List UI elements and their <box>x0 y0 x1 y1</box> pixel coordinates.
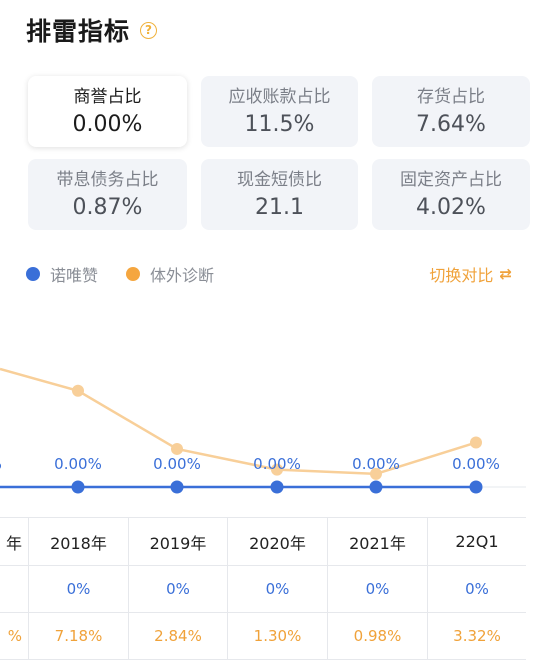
table-header-cell: 年 <box>5 533 22 553</box>
series-point-company <box>170 480 184 494</box>
table-cell-company: 0% <box>427 565 526 612</box>
legend-dot <box>26 267 40 281</box>
table-header-cell: 2021年 <box>327 518 427 565</box>
table-cell-company: 0% <box>327 565 427 612</box>
metrics-grid: 商誉占比 0.00% 应收账款占比 11.5% 存货占比 7.64% 带息债务占… <box>28 76 530 230</box>
metric-value: 21.1 <box>255 194 304 220</box>
series-point-company <box>369 480 383 494</box>
data-label-company: 0.00% <box>153 455 201 473</box>
metric-value: 4.02% <box>416 194 486 220</box>
series-point-industry <box>271 463 283 476</box>
series-point-industry <box>72 384 84 397</box>
metric-label: 带息债务占比 <box>56 169 159 190</box>
table-header-cell: 2019年 <box>128 518 227 565</box>
series-point-industry <box>171 442 183 455</box>
data-label-company: 0.00% <box>452 455 500 473</box>
series-point-industry <box>370 467 382 480</box>
chart-legend: 诺唯赞 体外诊断 <box>26 262 242 286</box>
metric-label: 商誉占比 <box>73 86 142 107</box>
metric-card-inventory[interactable]: 存货占比 7.64% <box>372 76 530 147</box>
metric-card-goodwill[interactable]: 商誉占比 0.00% <box>28 76 187 147</box>
metric-card-fixed-assets[interactable]: 固定资产占比 4.02% <box>372 159 530 230</box>
data-label-company: 0.00% <box>253 455 301 473</box>
series-line-industry <box>0 367 477 476</box>
table-header-cell: 22Q1 <box>427 518 526 565</box>
series-point-company <box>270 480 284 494</box>
table-cell-industry: % <box>7 626 22 645</box>
table-cell-industry: 3.32% <box>427 612 526 659</box>
table-cell-company: 0% <box>28 565 128 612</box>
table-cell-company: 0% <box>128 565 227 612</box>
table-cell-company <box>0 565 28 612</box>
legend-dot <box>126 267 141 281</box>
switch-compare-button[interactable]: 切换对比 ⇄ <box>429 262 512 286</box>
metric-value: 7.64% <box>416 111 486 137</box>
line-chart: 0.00% 0.00% 0.00% 0.00% 0.00% 0.00% <box>0 367 526 494</box>
metric-label: 现金短债比 <box>237 169 322 190</box>
data-label-company: 0.00% <box>0 455 2 473</box>
series-point-company <box>71 480 85 494</box>
question-circle-icon[interactable]: ? <box>140 21 158 39</box>
table-row-industry: % 7.18% 2.84% 1.30% 0.98% 3.32% <box>0 612 526 660</box>
legend-item-company[interactable]: 诺唯赞 <box>26 262 98 286</box>
metric-value: 0.87% <box>72 194 143 220</box>
table-cell-industry: 2.84% <box>128 612 227 659</box>
table-header-row: 年 2018年 2019年 2020年 2021年 22Q1 <box>0 518 526 566</box>
table-cell-industry: 7.18% <box>28 612 128 659</box>
page-title: 排雷指标 <box>26 17 131 46</box>
table-cell-industry: 0.98% <box>327 612 427 659</box>
table-header-cell: 2020年 <box>227 518 327 565</box>
data-table: 年 2018年 2019年 2020年 2021年 22Q1 0% 0% 0% 0% 0% % 7.… <box>0 517 526 660</box>
metric-value: 0.00% <box>72 111 143 137</box>
data-label-company: 0.00% <box>54 455 102 473</box>
metric-card-interest-debt[interactable]: 带息债务占比 0.87% <box>28 159 187 230</box>
metric-value: 11.5% <box>244 111 315 137</box>
legend-label: 诺唯赞 <box>50 266 99 285</box>
metric-card-cash-short-debt[interactable]: 现金短债比 21.1 <box>201 159 358 230</box>
data-label-company: 0.00% <box>352 455 400 473</box>
title-row: 排雷指标 ? <box>26 12 158 48</box>
legend-item-industry[interactable]: 体外诊断 <box>126 262 214 286</box>
table-cell-industry: 1.30% <box>227 612 327 659</box>
series-point-industry <box>470 436 482 449</box>
table-cell-company: 0% <box>227 565 327 612</box>
series-point-company <box>469 480 483 494</box>
metric-label: 应收账款占比 <box>228 86 331 107</box>
table-row-company: 0% 0% 0% 0% 0% <box>0 565 526 613</box>
switch-compare-label: 切换对比 <box>429 266 494 285</box>
table-header-cell: 2018年 <box>28 518 128 565</box>
legend-label: 体外诊断 <box>150 266 215 285</box>
swap-compare-icon: ⇄ <box>499 265 512 283</box>
metric-label: 固定资产占比 <box>400 169 502 190</box>
metric-label: 存货占比 <box>417 86 485 107</box>
metric-card-receivables[interactable]: 应收账款占比 11.5% <box>201 76 358 147</box>
